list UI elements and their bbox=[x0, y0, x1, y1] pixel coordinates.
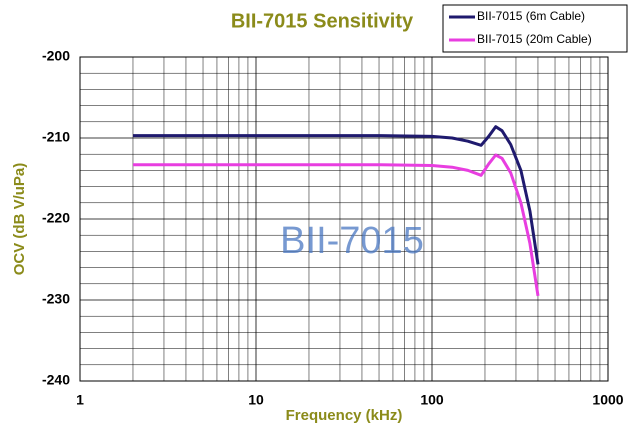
chart-title: BII-7015 Sensitivity bbox=[231, 10, 414, 32]
y-axis-label: OCV (dB V/uPa) bbox=[11, 163, 28, 276]
series-line bbox=[133, 153, 540, 297]
x-tick-label: 10 bbox=[248, 392, 264, 408]
y-tick-label: -220 bbox=[42, 210, 70, 226]
y-tick-label: -240 bbox=[42, 372, 70, 388]
x-axis-label: Frequency (kHz) bbox=[286, 407, 403, 424]
y-tick-label: -210 bbox=[42, 129, 70, 145]
legend-box bbox=[442, 4, 628, 53]
x-tick-label: 1 bbox=[76, 392, 84, 408]
legend-label: BII-7015 (6m Cable) bbox=[477, 9, 585, 23]
y-tick-label: -230 bbox=[42, 291, 70, 307]
y-tick-label: -200 bbox=[42, 48, 70, 64]
watermark: BII-7015 bbox=[280, 220, 424, 262]
x-tick-label: 1000 bbox=[592, 392, 623, 408]
series-line bbox=[133, 125, 540, 265]
x-tick-label: 100 bbox=[420, 392, 444, 408]
legend-label: BII-7015 (20m Cable) bbox=[477, 32, 592, 46]
